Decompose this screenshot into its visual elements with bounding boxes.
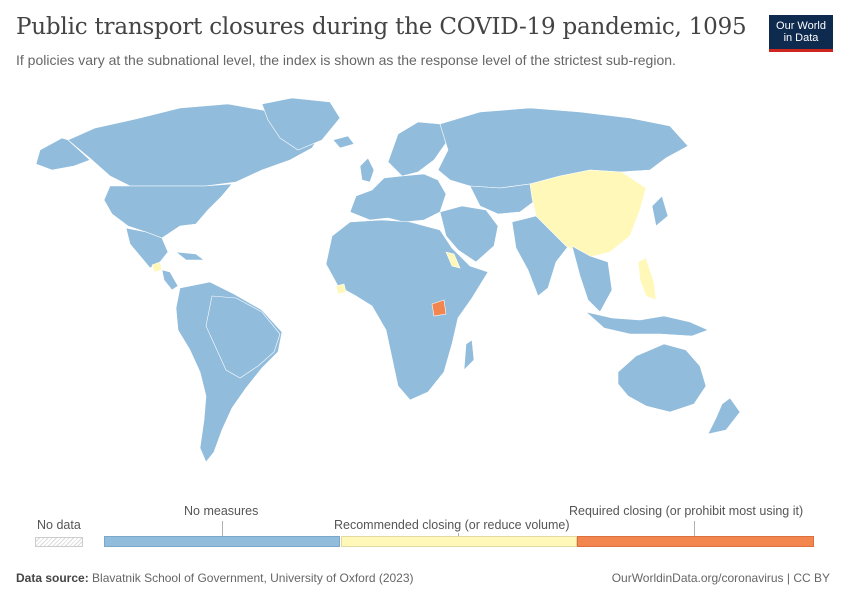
country-japan[interactable] <box>651 195 669 227</box>
country-eritrea[interactable] <box>445 251 461 269</box>
country-indonesia[interactable] <box>585 311 709 337</box>
legend-label-required: Required closing (or prohibit most using… <box>569 504 804 518</box>
world-map[interactable] <box>0 80 850 480</box>
legend-no-data-label: No data <box>37 518 81 532</box>
country-africa[interactable] <box>325 219 489 401</box>
legend-no-data-swatch <box>35 537 83 547</box>
legend-swatch-no-measures <box>104 536 340 547</box>
legend-swatch-recommended <box>341 536 577 547</box>
legend-tick-required <box>694 521 695 536</box>
country-usa[interactable] <box>103 183 233 239</box>
country-new-zealand[interactable] <box>707 397 741 435</box>
country-uk[interactable] <box>359 157 375 183</box>
owid-logo[interactable]: Our World in Data <box>769 15 833 52</box>
legend-label-no-measures: No measures <box>184 504 259 518</box>
footer-source-text: Blavatnik School of Government, Universi… <box>92 571 414 585</box>
legend-tick-no-measures <box>222 521 223 536</box>
legend-tick-recommended <box>458 533 459 536</box>
legend-swatch-required <box>577 536 814 547</box>
footer-link[interactable]: OurWorldinData.org/coronavirus | CC BY <box>611 571 830 585</box>
country-iceland[interactable] <box>332 135 355 149</box>
country-central-asia[interactable] <box>469 183 537 215</box>
logo-line-2: in Data <box>783 32 819 44</box>
country-brazil[interactable] <box>205 295 281 379</box>
footer-source-label: Data source: <box>16 571 89 585</box>
country-cuba[interactable] <box>175 251 205 261</box>
country-philippines[interactable] <box>637 257 657 301</box>
country-middle-east[interactable] <box>439 205 499 263</box>
country-madagascar[interactable] <box>463 339 475 371</box>
country-alaska[interactable] <box>35 137 91 171</box>
logo-line-1: Our World <box>776 20 826 32</box>
country-australia[interactable] <box>617 343 707 413</box>
country-central-america[interactable] <box>161 269 179 291</box>
country-canada[interactable] <box>67 103 323 187</box>
chart-title: Public transport closures during the COV… <box>16 14 747 40</box>
country-europe[interactable] <box>349 173 447 223</box>
country-sierra-leone[interactable] <box>335 283 347 295</box>
footer-source: Data source: Blavatnik School of Governm… <box>16 571 414 585</box>
country-china[interactable] <box>529 169 647 259</box>
chart-subtitle: If policies vary at the subnational leve… <box>16 52 676 68</box>
country-southeast-asia[interactable] <box>571 245 613 313</box>
country-uganda[interactable] <box>431 299 447 317</box>
country-greenland[interactable] <box>261 97 341 151</box>
legend-label-recommended: Recommended closing (or reduce volume) <box>334 518 570 532</box>
